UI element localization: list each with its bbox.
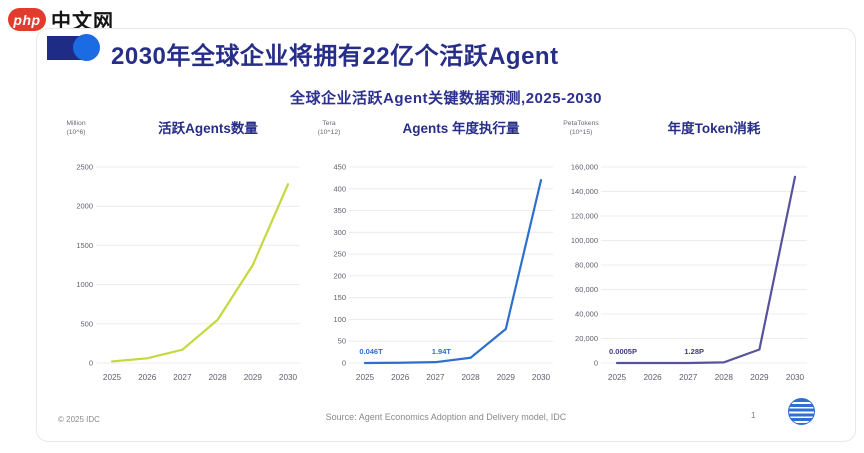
data-line (615, 175, 797, 365)
chart-title: 年度Token消耗 (668, 120, 761, 136)
y-axis-unit-label: (10^12) (318, 129, 341, 136)
y-tick-label: 100,000 (571, 236, 598, 245)
x-tick-label: 2026 (391, 373, 410, 382)
data-annotation: 0.046T (359, 347, 383, 356)
data-line (110, 183, 290, 363)
x-tick-label: 2028 (208, 373, 227, 382)
active-agents-count-chart: 活跃Agents数量 Million (10^6) 0 500 1000 1500 2000 2… (58, 115, 310, 393)
y-tick-label: 60,000 (575, 285, 598, 294)
y-tick-label: 400 (333, 184, 346, 193)
copyright-text: © 2025 IDC (58, 415, 100, 424)
page-number: 1 (751, 411, 756, 420)
y-tick-label: 1000 (76, 280, 93, 289)
x-tick-label: 2025 (356, 373, 375, 382)
y-tick-label: 150 (333, 293, 346, 302)
agents-annual-executions-chart: Agents 年度执行量 Tera (10^12) 0 50 100 150 200 250 30… (311, 115, 563, 393)
data-annotation: 0.0005P (609, 347, 637, 356)
chart-title: Agents 年度执行量 (402, 120, 520, 136)
chart-canvas: Agents 年度执行量 Tera (10^12) 0 50 100 150 200 250 30… (318, 120, 553, 382)
x-tick-label: 2030 (786, 373, 805, 382)
y-axis-unit-label: PetaTokens (563, 120, 599, 127)
y-tick-label: 450 (333, 163, 346, 172)
y-tick-label: 0 (594, 359, 598, 368)
data-annotation: 1.28P (684, 347, 704, 356)
y-tick-label: 40,000 (575, 310, 598, 319)
x-tick-label: 2029 (244, 373, 263, 382)
slide-card (36, 28, 856, 442)
y-tick-label: 160,000 (571, 163, 598, 172)
site-name: 中文网 (51, 11, 114, 33)
y-tick-label: 2000 (76, 202, 93, 211)
x-tick-label: 2025 (608, 373, 627, 382)
y-tick-label: 80,000 (575, 261, 598, 270)
data-annotation: 1.94T (432, 347, 452, 356)
idc-globe-logo-icon (788, 398, 815, 425)
slide-subtitle: 全球企业活跃Agent关键数据预测,2025-2030 (290, 90, 602, 107)
y-tick-label: 200 (333, 271, 346, 280)
y-axis-unit-label: Tera (322, 120, 335, 127)
x-tick-label: 2029 (497, 373, 516, 382)
y-axis-unit-label: (10^6) (66, 129, 85, 136)
y-tick-label: 350 (333, 206, 346, 215)
x-tick-label: 2028 (461, 373, 480, 382)
y-tick-label: 50 (338, 337, 346, 346)
y-tick-label: 300 (333, 228, 346, 237)
y-tick-label: 2500 (76, 163, 93, 172)
source-text: Source: Agent Economics Adoption and Del… (325, 412, 567, 422)
y-tick-label: 1500 (76, 241, 93, 250)
x-tick-label: 2026 (643, 373, 662, 382)
php-logo-badge: php (8, 8, 46, 31)
chart-canvas: 年度Token消耗 PetaTokens (10^15) 0 20,000 40,000 6… (563, 120, 807, 382)
y-tick-label: 140,000 (571, 187, 598, 196)
x-tick-label: 2026 (138, 373, 157, 382)
x-tick-label: 2029 (750, 373, 769, 382)
x-tick-label: 2027 (679, 373, 698, 382)
y-tick-label: 250 (333, 250, 346, 259)
y-axis-unit-label: (10^15) (570, 129, 593, 136)
annual-token-consumption-chart: 年度Token消耗 PetaTokens (10^15) 0 20,000 40,000 6… (555, 115, 817, 393)
chart-canvas: 活跃Agents数量 Million (10^6) 0 500 1000 1500 2000 2… (66, 120, 300, 382)
y-tick-label: 0 (342, 359, 346, 368)
y-tick-label: 120,000 (571, 212, 598, 221)
y-tick-label: 20,000 (575, 334, 598, 343)
x-tick-label: 2027 (426, 373, 445, 382)
site-watermark: php 中文网 (8, 5, 114, 34)
chart-title: 活跃Agents数量 (158, 120, 258, 136)
x-tick-label: 2027 (173, 373, 192, 382)
data-line (363, 178, 543, 365)
y-axis-unit-label: Million (66, 120, 85, 127)
x-tick-label: 2025 (103, 373, 122, 382)
slide-title: 2030年全球企业将拥有22亿个活跃Agent (111, 43, 559, 70)
y-tick-label: 100 (333, 315, 346, 324)
y-tick-label: 0 (89, 359, 93, 368)
title-decoration-circle-icon (73, 34, 100, 61)
x-tick-label: 2030 (532, 373, 551, 382)
x-tick-label: 2028 (715, 373, 734, 382)
y-tick-label: 500 (80, 319, 93, 328)
x-tick-label: 2030 (279, 373, 298, 382)
